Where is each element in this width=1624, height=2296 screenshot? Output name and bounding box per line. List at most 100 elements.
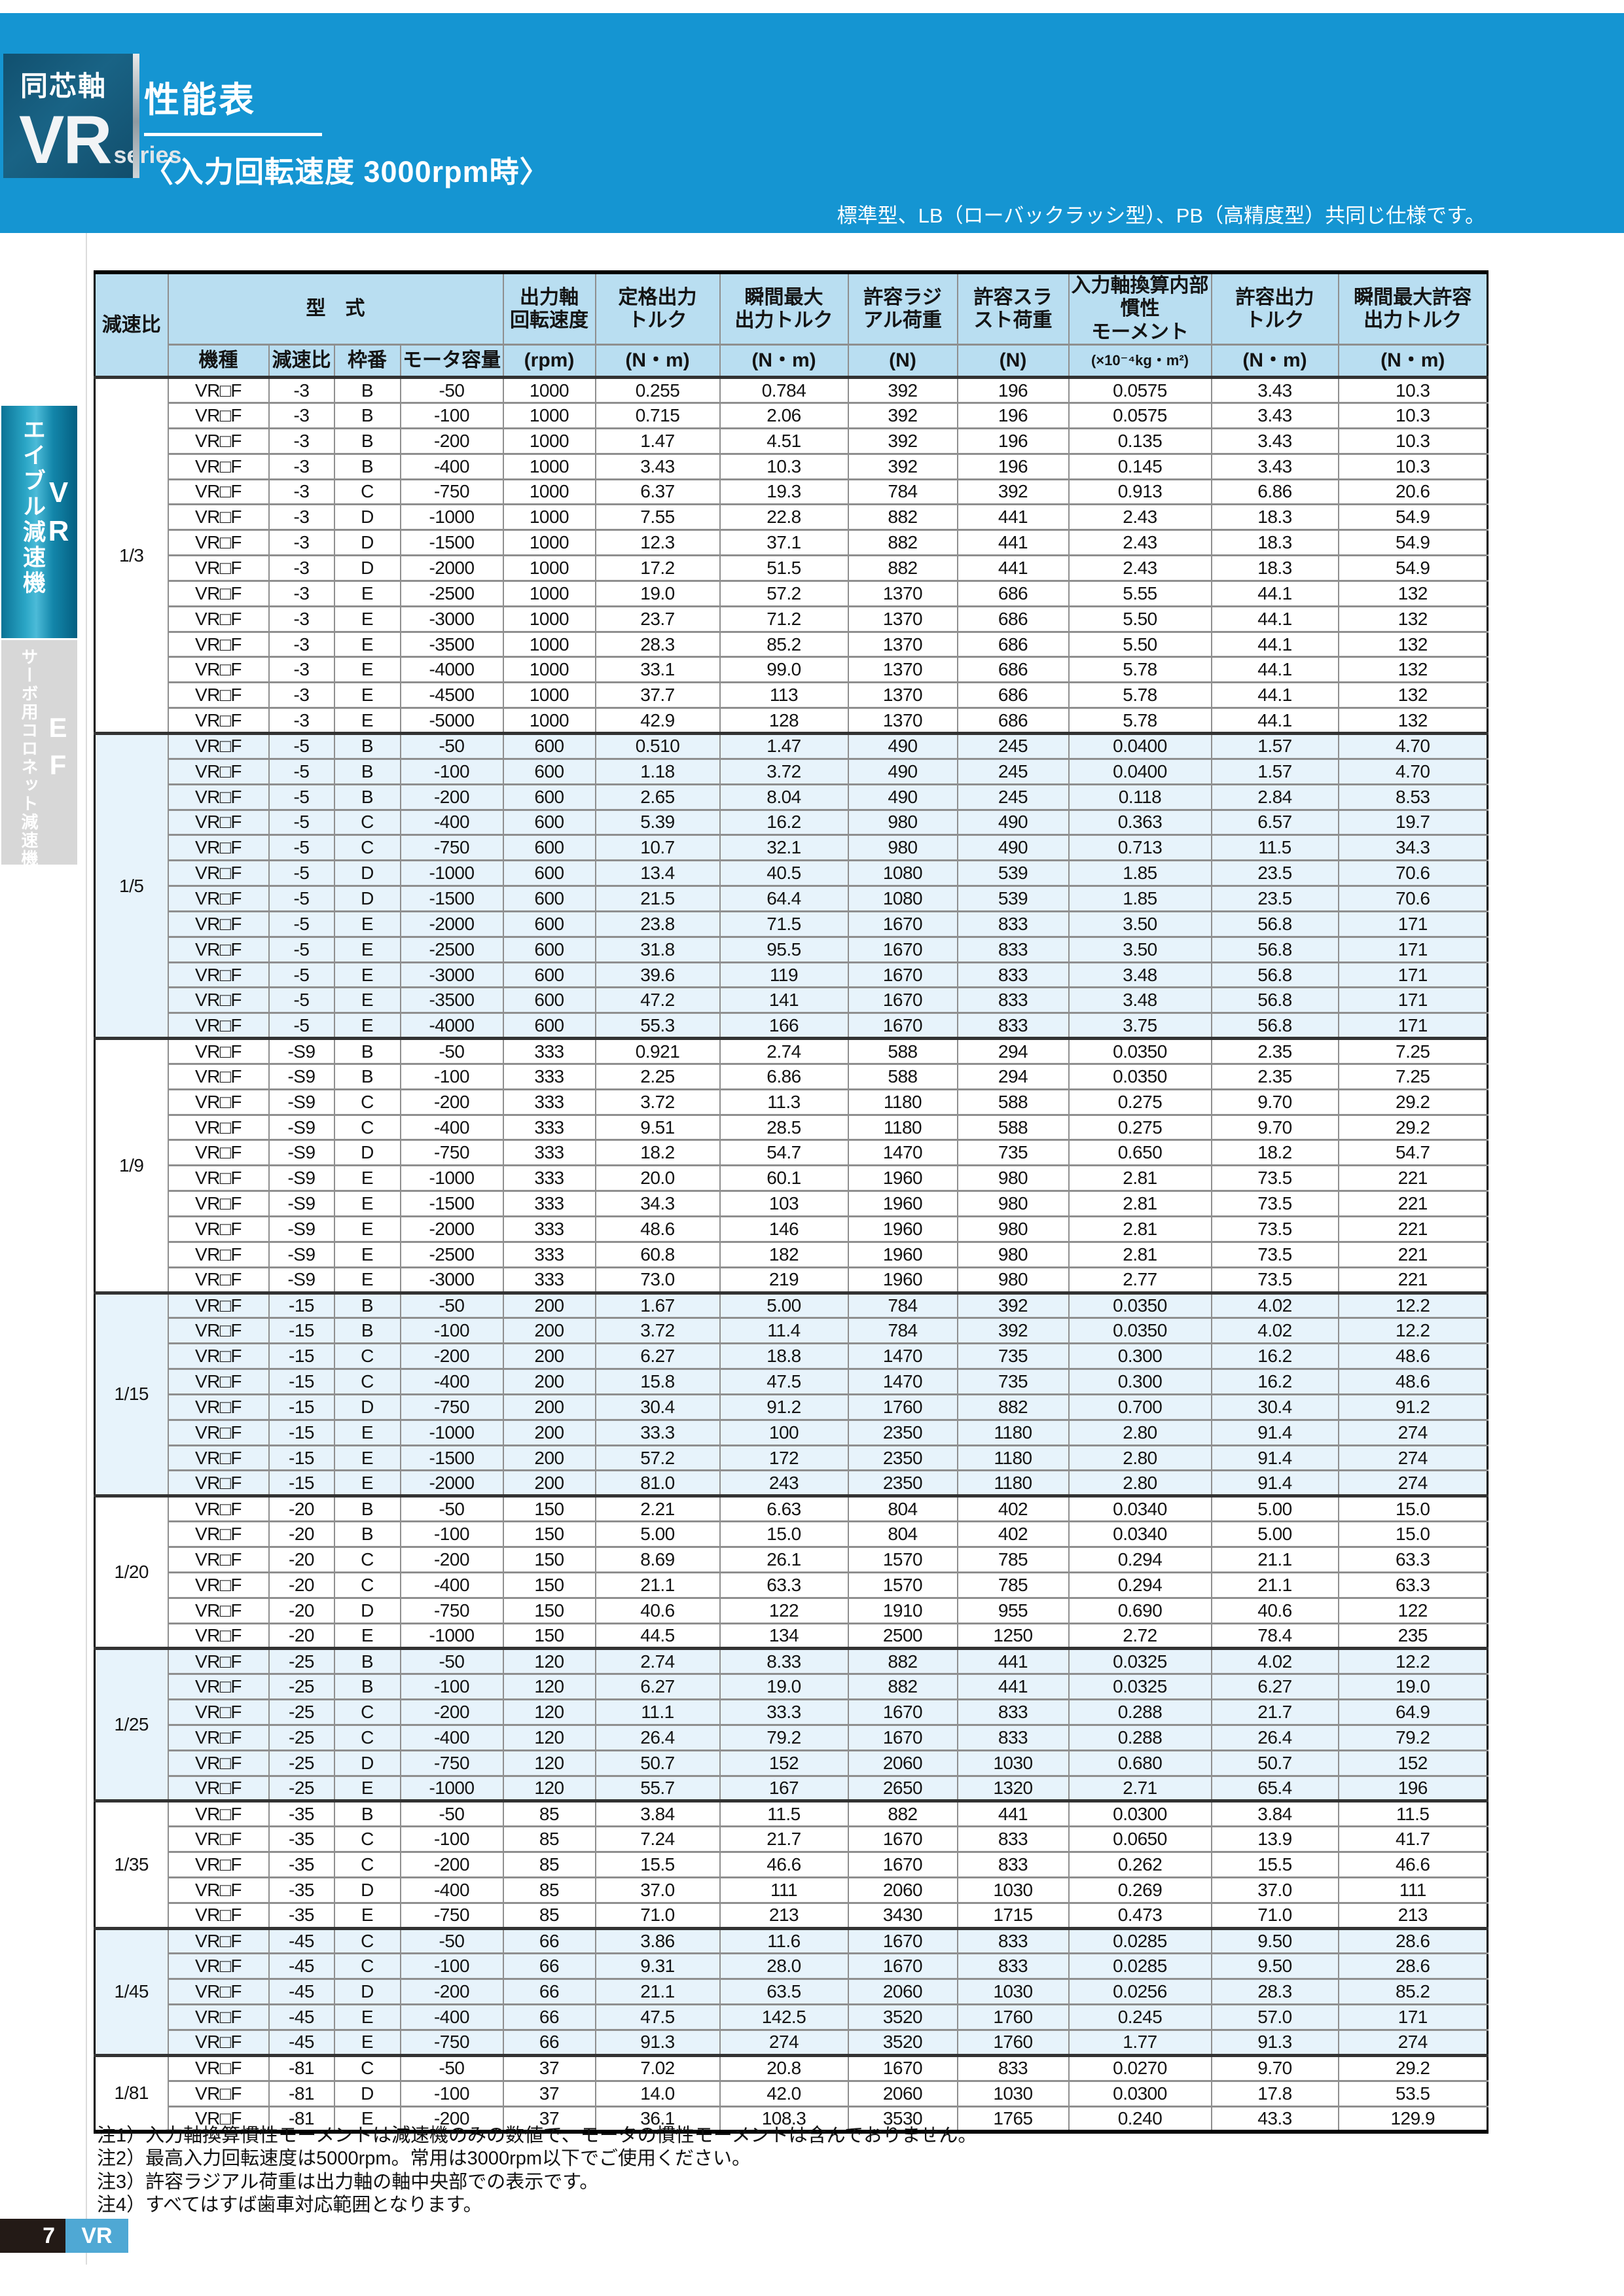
allowable-torque-cell: 73.5 xyxy=(1210,1215,1339,1243)
output-speed-cell: 600 xyxy=(502,885,596,912)
rated-torque-cell: 12.3 xyxy=(594,529,721,557)
spec-row: VR□F -3 E -5000 1000 42.9 128 1370 686 5.78 44.1 13… xyxy=(95,707,1489,734)
inertia-cell: 2.80 xyxy=(1068,1418,1212,1446)
ratio-code-cell: -15 xyxy=(268,1317,335,1345)
model-cell: VR□F xyxy=(167,1571,270,1599)
ratio-code-cell: -5 xyxy=(268,757,335,785)
output-speed-cell: 333 xyxy=(502,1215,596,1243)
max-inst-torque-cell: 128 xyxy=(719,707,849,734)
thrust-load-cell: 735 xyxy=(956,1139,1070,1167)
inertia-cell: 0.0400 xyxy=(1068,731,1212,760)
rated-torque-cell: 23.7 xyxy=(594,605,721,633)
frame-cell: E xyxy=(333,1190,401,1218)
rated-torque-cell: 31.8 xyxy=(594,935,721,963)
rated-torque-cell: 60.8 xyxy=(594,1240,721,1268)
thrust-load-cell: 588 xyxy=(956,1113,1070,1141)
max-inst-torque-cell: 134 xyxy=(719,1622,849,1650)
page-series-badge: VR xyxy=(65,2219,128,2253)
motor-capacity-cell: -50 xyxy=(399,1926,504,1955)
max-allowable-torque-cell: 91.2 xyxy=(1337,1393,1489,1421)
spec-row: VR□F -15 D -750 200 30.4 91.2 1760 882 0.700 30.4 9… xyxy=(95,1393,1489,1421)
allowable-torque-cell: 17.8 xyxy=(1210,2079,1339,2108)
output-speed-cell: 1000 xyxy=(502,554,596,582)
ratio-code-cell: -15 xyxy=(268,1393,335,1421)
ratio-code-cell: -S9 xyxy=(268,1088,335,1116)
max-allowable-torque-cell: 70.6 xyxy=(1337,859,1489,888)
inertia-cell: 0.0350 xyxy=(1068,1291,1212,1319)
radial-load-cell: 1960 xyxy=(847,1240,958,1268)
page-number-chip: 7 VR xyxy=(0,2219,128,2253)
allowable-torque-cell: 1.57 xyxy=(1210,731,1339,760)
ratio-code-cell: -25 xyxy=(268,1774,335,1803)
max-inst-torque-cell: 19.3 xyxy=(719,478,849,506)
inertia-cell: 0.700 xyxy=(1068,1393,1212,1421)
frame-cell: C xyxy=(333,1545,401,1573)
max-allowable-torque-cell: 235 xyxy=(1337,1622,1489,1650)
ratio-code-cell: -3 xyxy=(268,376,335,404)
max-inst-torque-cell: 40.5 xyxy=(719,859,849,888)
ratio-code-cell: -35 xyxy=(268,1825,335,1854)
motor-capacity-cell: -5000 xyxy=(399,707,504,734)
col-header-allowable-torque: 許容出力 トルク xyxy=(1210,271,1339,346)
radial-load-cell: 1670 xyxy=(847,1952,958,1981)
output-speed-cell: 200 xyxy=(502,1393,596,1421)
output-speed-cell: 200 xyxy=(502,1444,596,1472)
inertia-cell: 0.294 xyxy=(1068,1545,1212,1573)
motor-capacity-cell: -100 xyxy=(399,402,504,429)
output-speed-cell: 1000 xyxy=(502,427,596,455)
max-allowable-torque-cell: 29.2 xyxy=(1337,2053,1489,2082)
max-allowable-torque-cell: 20.6 xyxy=(1337,478,1489,506)
inertia-cell: 0.275 xyxy=(1068,1113,1212,1141)
ratio-code-cell: -3 xyxy=(268,452,335,480)
max-inst-torque-cell: 54.7 xyxy=(719,1139,849,1167)
max-allowable-torque-cell: 171 xyxy=(1337,935,1489,963)
max-allowable-torque-cell: 48.6 xyxy=(1337,1368,1489,1395)
output-speed-cell: 200 xyxy=(502,1418,596,1446)
max-allowable-torque-cell: 34.3 xyxy=(1337,834,1489,862)
frame-cell: D xyxy=(333,1139,401,1167)
frame-cell: C xyxy=(333,1851,401,1878)
thrust-load-cell: 245 xyxy=(956,783,1070,811)
thrust-load-cell: 1030 xyxy=(956,1978,1070,2006)
radial-load-cell: 1670 xyxy=(847,1926,958,1955)
ratio-code-cell: -45 xyxy=(268,2029,335,2056)
spec-row: VR□F -35 D -400 85 37.0 111 2060 1030 0.269 37.0 11… xyxy=(95,1876,1489,1904)
spec-row: VR□F -S9 E -3000 333 73.0 219 1960 980 2.77 73.5 22… xyxy=(95,1266,1489,1294)
col-header-max-allowable-torque: 瞬間最大許容 出力トルク xyxy=(1337,271,1489,346)
motor-capacity-cell: -2000 xyxy=(399,1215,504,1243)
max-allowable-torque-cell: 10.3 xyxy=(1337,452,1489,480)
spec-row: VR□F -15 C -200 200 6.27 18.8 1470 735 0.300 16.2 4… xyxy=(95,1342,1489,1371)
model-cell: VR□F xyxy=(167,1952,270,1981)
col-header-rated-torque: 定格出力 トルク xyxy=(594,271,721,346)
model-cell: VR□F xyxy=(167,1698,270,1726)
allowable-torque-cell: 44.1 xyxy=(1210,605,1339,633)
sidebar-tab-ef: サーボ用コロネット減速機 EF xyxy=(1,640,77,868)
allowable-torque-cell: 73.5 xyxy=(1210,1266,1339,1294)
frame-cell: E xyxy=(333,2105,401,2133)
model-cell: VR□F xyxy=(167,1851,270,1878)
thrust-load-cell: 1715 xyxy=(956,1901,1070,1929)
max-inst-torque-cell: 172 xyxy=(719,1444,849,1472)
page-subtitle: 〈入力回転速度 3000rpm時〉 xyxy=(144,155,550,188)
model-cell: VR□F xyxy=(167,2079,270,2108)
motor-capacity-cell: -50 xyxy=(399,2053,504,2082)
output-speed-cell: 120 xyxy=(502,1749,596,1777)
output-speed-cell: 333 xyxy=(502,1139,596,1167)
inertia-cell: 0.0400 xyxy=(1068,757,1212,785)
motor-capacity-cell: -200 xyxy=(399,1851,504,1878)
rated-torque-cell: 9.31 xyxy=(594,1952,721,1981)
max-inst-torque-cell: 122 xyxy=(719,1596,849,1624)
max-inst-torque-cell: 108.3 xyxy=(719,2105,849,2133)
thrust-load-cell: 1765 xyxy=(956,2105,1070,2133)
output-speed-cell: 600 xyxy=(502,910,596,938)
motor-capacity-cell: -50 xyxy=(399,1799,504,1828)
output-speed-cell: 333 xyxy=(502,1037,596,1065)
output-speed-cell: 333 xyxy=(502,1088,596,1116)
rated-torque-cell: 2.65 xyxy=(594,783,721,811)
output-speed-cell: 150 xyxy=(502,1622,596,1650)
thrust-load-cell: 686 xyxy=(956,605,1070,633)
rated-torque-cell: 44.5 xyxy=(594,1622,721,1650)
ratio-code-cell: -5 xyxy=(268,986,335,1014)
rated-torque-cell: 17.2 xyxy=(594,554,721,582)
max-allowable-torque-cell: 64.9 xyxy=(1337,1698,1489,1726)
